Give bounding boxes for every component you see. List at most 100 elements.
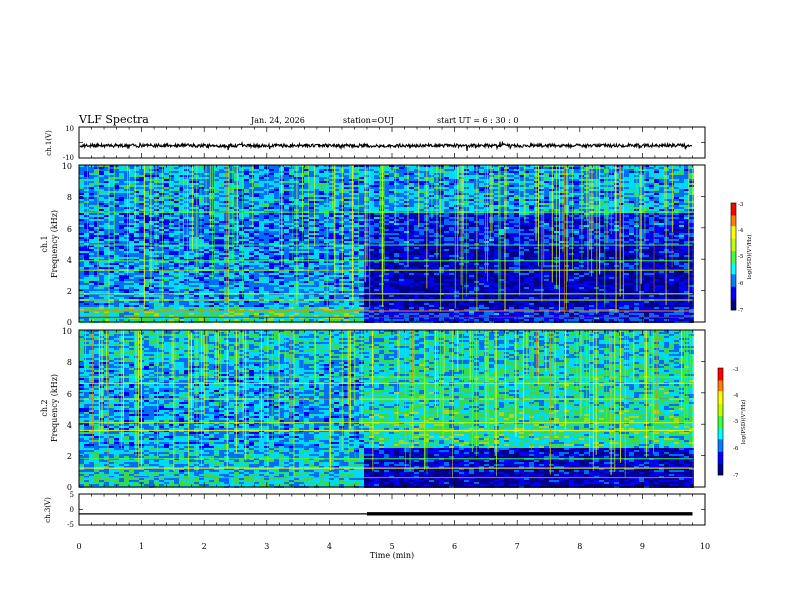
spec-cell xyxy=(204,199,209,201)
spec-cell xyxy=(284,287,289,289)
spec-cell xyxy=(364,291,369,293)
spec-cell xyxy=(284,193,289,195)
spec-cell xyxy=(344,173,349,175)
spec-cell xyxy=(174,307,179,309)
spec-cell xyxy=(334,243,339,245)
spec-cell xyxy=(189,169,194,171)
spec-cell xyxy=(84,185,89,187)
spec-cell xyxy=(139,297,144,299)
spec-cell xyxy=(84,247,89,249)
spec-cell xyxy=(269,281,274,283)
spec-cell xyxy=(364,217,369,219)
spec-cell xyxy=(314,171,319,173)
spec-cell xyxy=(334,303,339,305)
spec-cell xyxy=(254,169,259,171)
spec-cell xyxy=(174,273,179,275)
spec-cell xyxy=(204,175,209,177)
spec-cell xyxy=(289,229,294,231)
spec-cell xyxy=(384,261,389,263)
spec-cell xyxy=(134,229,139,231)
spec-cell xyxy=(179,307,184,309)
spec-cell xyxy=(294,319,299,321)
spec-cell xyxy=(304,283,309,285)
spec-cell xyxy=(329,309,334,311)
spec-cell xyxy=(264,221,269,223)
spec-cell xyxy=(194,297,199,299)
spec-cell xyxy=(79,217,84,219)
spec-cell xyxy=(114,225,119,227)
spec-cell xyxy=(314,231,319,233)
spec-cell xyxy=(254,311,259,313)
spec-cell xyxy=(179,309,184,311)
spec-cell xyxy=(194,309,199,311)
spec-cell xyxy=(134,259,139,261)
spec-cell xyxy=(89,199,94,201)
spec-cell xyxy=(274,221,279,223)
spec-cell xyxy=(144,289,149,291)
spec-cell xyxy=(349,311,354,313)
spec-cell xyxy=(214,185,219,187)
spec-cell xyxy=(339,255,344,257)
spec-cell xyxy=(269,235,274,237)
spec-cell xyxy=(184,285,189,287)
spec-cell xyxy=(364,187,369,189)
spec-cell xyxy=(199,213,204,215)
spec-cell xyxy=(179,201,184,203)
spec-cell xyxy=(204,295,209,297)
spec-cell xyxy=(274,251,279,253)
spec-cell xyxy=(119,191,124,193)
spec-cell xyxy=(239,237,244,239)
spec-cell xyxy=(94,271,99,273)
spec-cell xyxy=(204,253,209,255)
spec-cell xyxy=(234,209,239,211)
spec-cell xyxy=(304,237,309,239)
spec-cell xyxy=(114,251,119,253)
spec-cell xyxy=(79,199,84,201)
spec-cell xyxy=(99,183,104,185)
spec-cell xyxy=(264,231,269,233)
spec-cell xyxy=(284,255,289,257)
spec-cell xyxy=(84,191,89,193)
spec-cell xyxy=(274,203,279,205)
spec-cell xyxy=(324,253,329,255)
spec-cell xyxy=(304,247,309,249)
spec-cell xyxy=(134,285,139,287)
spec-cell xyxy=(329,233,334,235)
spec-cell xyxy=(209,305,214,307)
spec-cell xyxy=(214,259,219,261)
spec-cell xyxy=(254,235,259,237)
spec-cell xyxy=(79,273,84,275)
spec-cell xyxy=(384,229,389,231)
spec-cell xyxy=(274,175,279,177)
spec-cell xyxy=(219,291,224,293)
spec-cell xyxy=(319,215,324,217)
spec-cell xyxy=(229,197,234,199)
spec-cell xyxy=(134,189,139,191)
spec-cell xyxy=(349,189,354,191)
spec-cell xyxy=(354,201,359,203)
spec-cell xyxy=(299,223,304,225)
spec-cell xyxy=(334,257,339,259)
spec-cell xyxy=(314,197,319,199)
spec-cell xyxy=(269,175,274,177)
spec-cell xyxy=(94,255,99,257)
spec-cell xyxy=(284,297,289,299)
spec-cell xyxy=(234,301,239,303)
spec-cell xyxy=(179,285,184,287)
spec-cell xyxy=(199,261,204,263)
spec-cell xyxy=(309,229,314,231)
spec-cell xyxy=(364,179,369,181)
spec-cell xyxy=(259,239,264,241)
spec-cell xyxy=(239,245,244,247)
spec-cell xyxy=(179,171,184,173)
spec-cell xyxy=(329,271,334,273)
spec-cell xyxy=(139,263,144,265)
spec-cell xyxy=(89,239,94,241)
spec-cell xyxy=(114,229,119,231)
spec-cell xyxy=(79,309,84,311)
spec-cell xyxy=(209,217,214,219)
spec-cell xyxy=(189,217,194,219)
spec-cell xyxy=(134,231,139,233)
spec-cell xyxy=(314,201,319,203)
spec-cell xyxy=(89,233,94,235)
